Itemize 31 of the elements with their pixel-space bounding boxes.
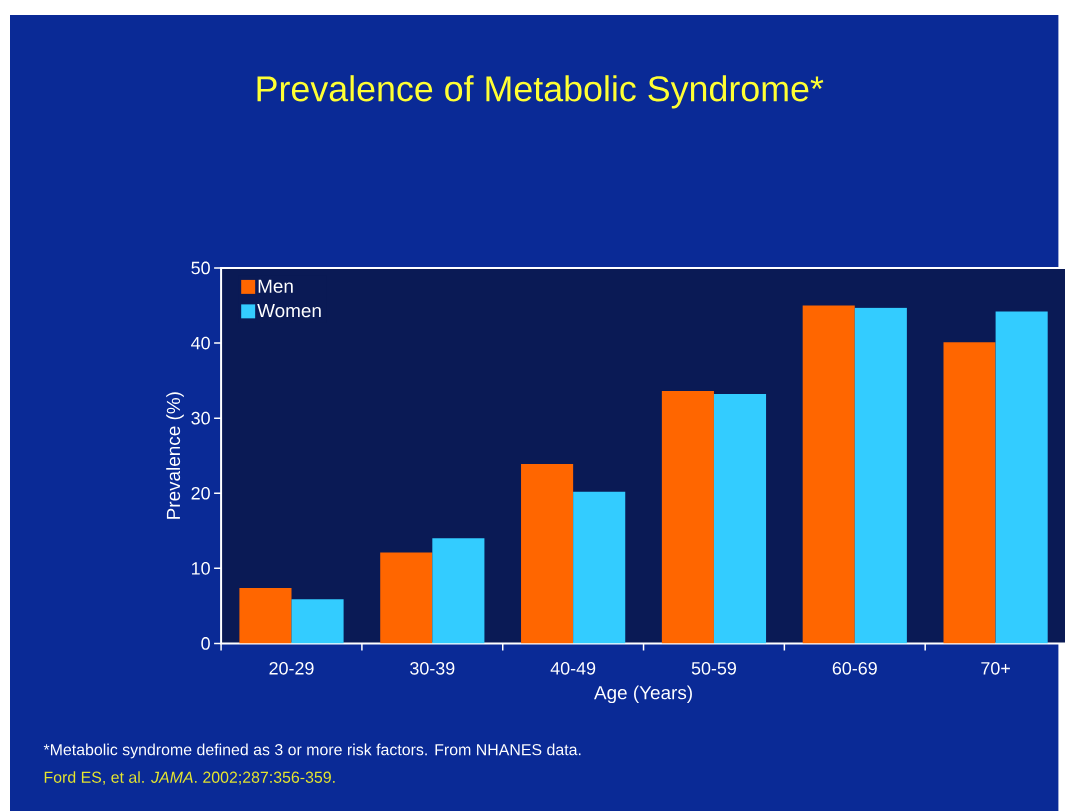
y-tick-label: 0 (201, 637, 210, 650)
text: *Metabolic syndrome defined as 3 or more risk factors. From NHANES data. (43, 743, 581, 759)
y-tick-label: 50 (191, 261, 210, 275)
bar (380, 552, 433, 644)
bar (291, 599, 344, 644)
x-tick-label: 20-29 (269, 661, 314, 675)
legend-label: Men (258, 279, 293, 293)
bar (432, 538, 485, 644)
chart-title: Prevalence of Metabolic Syndrome* (257, 75, 824, 109)
legend-label: Women (257, 304, 321, 318)
bar (802, 305, 855, 644)
bar (661, 391, 714, 644)
y-tick-label: 10 (192, 562, 210, 575)
x-tick-label: 30-39 (410, 661, 455, 675)
x-tick-label: 50-59 (691, 661, 736, 675)
x-axis-title: Age (Years) (594, 685, 692, 704)
bar (573, 491, 626, 644)
text: Ford ES, et al. JAMA. 2002;287:356-359. (44, 771, 335, 785)
bar (521, 464, 574, 644)
bar (854, 307, 907, 644)
bar (713, 394, 767, 644)
x-tick-label: 60-69 (832, 661, 877, 675)
bar (943, 342, 996, 644)
x-tick-label: 70+ (981, 661, 1010, 675)
bar (239, 587, 292, 644)
y-axis-title: Prevalence (%) (166, 392, 184, 519)
y-tick-label: 20 (191, 486, 210, 500)
y-tick-label: 40 (191, 336, 210, 350)
x-tick-label: 40-49 (550, 661, 596, 675)
y-tick-label: 30 (191, 411, 210, 425)
bar (995, 311, 1048, 644)
